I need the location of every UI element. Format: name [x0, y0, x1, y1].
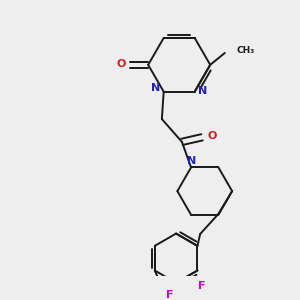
Text: N: N	[151, 83, 160, 93]
Text: O: O	[116, 59, 125, 69]
Text: N: N	[198, 86, 208, 96]
Text: N: N	[187, 156, 196, 166]
Text: O: O	[207, 131, 217, 141]
Text: F: F	[198, 280, 206, 291]
Text: F: F	[166, 290, 173, 300]
Text: CH₃: CH₃	[237, 46, 255, 55]
